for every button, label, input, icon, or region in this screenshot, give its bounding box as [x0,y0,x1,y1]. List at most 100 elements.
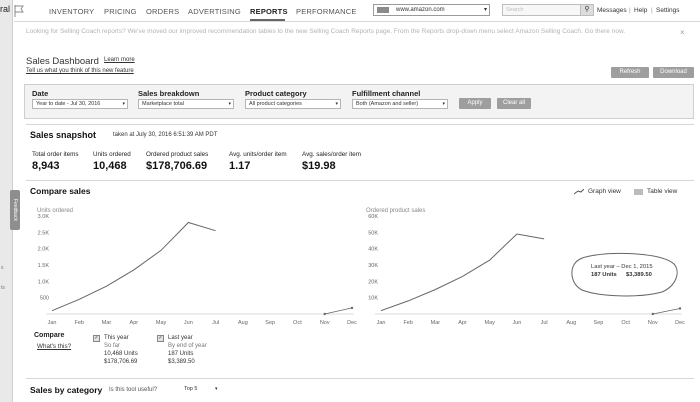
fulfillment-select-value: Both (Amazon and seller) [356,101,419,107]
notice-banner: Looking for Selling Coach reports? We've… [26,28,626,35]
x-tick-label: Mar [102,320,112,326]
nav-pricing[interactable]: PRICING [104,7,137,16]
separator: | [629,7,631,14]
graph-view-option[interactable]: Graph view [588,188,621,195]
date-select[interactable]: Year to date - Jul 30, 2016 ▾ [32,99,128,109]
x-tick-label: Nov [320,320,330,326]
tooltip-date: Last year – Dec 1, 2015 [591,264,653,270]
date-label: Date [32,89,49,98]
metric-value: 10,468 [93,160,127,172]
whats-this-link[interactable]: What's this? [37,343,72,350]
gutter-label: ts [1,285,5,291]
nav-reports[interactable]: REPORTS [250,7,288,16]
x-tick-label: Feb [403,320,412,326]
y-tick-label: 500 [40,296,49,302]
chart-tooltip: Last year – Dec 1, 2015 187 Units $3,389… [570,252,680,298]
x-tick-label: Dec [347,320,357,326]
x-tick-label: Apr [458,320,467,326]
series-line-last-year [652,308,681,315]
metric-label: Units ordered [93,151,131,158]
data-point [678,307,682,310]
y-tick-label: 20K [368,279,378,285]
gutter-cut-text: ral [0,4,11,14]
x-tick-label: Jun [512,320,521,326]
settings-link[interactable]: Settings [656,7,680,14]
this-year-sub: So far [104,343,121,349]
y-tick-label: 60K [368,214,378,220]
x-tick-label: Jan [377,320,386,326]
this-year-checkbox[interactable]: ✓ [93,335,100,342]
nav-orders[interactable]: ORDERS [146,7,180,16]
series-line-last-year [324,307,353,315]
table-view-icon[interactable] [634,189,643,195]
divider [26,378,694,379]
x-tick-label: Jun [184,320,193,326]
x-tick-label: Apr [130,320,139,326]
sales-chart: Ordered product sales 10K 20K 30K 40K 50K 60K J… [366,208,685,326]
us-flag-icon [377,7,389,13]
learn-more-link[interactable]: Learn more [104,57,135,63]
metric-label: Ordered product sales [146,151,209,158]
table-view-option[interactable]: Table view [647,188,678,195]
last-year-checkbox[interactable]: ✓ [157,335,164,342]
refresh-button[interactable]: Refresh [611,67,649,78]
tooltip-sales: $3,389.50 [626,272,652,278]
marketplace-select[interactable]: www.amazon.com ▾ [373,4,490,16]
metric-value: 8,943 [32,160,60,172]
fulfillment-select[interactable]: Both (Amazon and seller) ▾ [352,99,448,109]
data-point [350,306,354,310]
category-select-value: All product categories [249,101,302,107]
divider [26,124,694,125]
clear-all-button[interactable]: Clear all [497,98,531,109]
x-tick-label: Oct [293,320,302,326]
compare-legend-title: Compare [34,332,65,339]
active-tab-indicator [250,19,285,21]
download-button[interactable]: Download [653,67,694,78]
feedback-link[interactable]: Tell us what you think of this new featu… [26,68,134,74]
units-chart: Units ordered 500 1.0K 1.5K 2.0K 2.5K 3.0K Jan F… [37,208,357,326]
y-tick-label: 1.0K [38,279,50,285]
breakdown-label: Sales breakdown [138,89,200,98]
help-link[interactable]: Help [634,7,648,14]
breakdown-select[interactable]: Marketplace total ▾ [138,99,234,109]
top-n-select[interactable]: Top 5 ▾ [181,384,223,394]
apply-button[interactable]: Apply [459,98,491,109]
nav-performance[interactable]: PERFORMANCE [296,7,357,16]
this-year-sales: $178,706.69 [104,359,138,365]
search-icon[interactable]: ⚲ [580,4,594,16]
breakdown-select-value: Marketplace total [142,101,184,107]
date-select-value: Year to date - Jul 30, 2016 [36,101,101,107]
y-tick-label: 10K [368,296,378,302]
metric-label: Avg. units/order item [229,151,287,158]
chevron-down-icon: ▾ [335,101,338,107]
last-year-sales: $3,389.50 [168,359,195,365]
y-tick-label: 3.0K [38,214,50,220]
useful-prompt[interactable]: Is this tool useful? [109,387,158,393]
x-tick-label: Oct [621,320,630,326]
gutter-label: s [1,265,4,271]
nav-advertising[interactable]: ADVERTISING [188,7,241,16]
category-label: Product category [245,89,307,98]
category-section-title: Sales by category [30,385,103,395]
tooltip-units: 187 Units [591,272,617,278]
chart-axis-title: Ordered product sales [366,208,425,214]
data-point [323,312,326,316]
data-point [651,312,655,316]
y-tick-label: 2.5K [38,230,50,236]
chevron-down-icon: ▾ [483,7,487,13]
metric-label: Avg. sales/order item [302,151,362,158]
category-select[interactable]: All product categories ▾ [245,99,341,109]
x-tick-label: May [156,320,167,326]
page-title: Sales Dashboard [26,56,99,67]
y-tick-label: 1.5K [38,263,50,269]
flag-icon[interactable] [14,5,24,17]
graph-view-icon[interactable] [574,189,584,195]
close-icon[interactable]: × [680,28,685,37]
feedback-tab[interactable]: Feedback [10,190,20,230]
tooltip-outline [571,252,678,297]
nav-inventory[interactable]: INVENTORY [49,7,95,16]
messages-link[interactable]: Messages [597,7,627,14]
x-tick-label: Aug [238,320,248,326]
chevron-down-icon: ▾ [228,101,231,107]
